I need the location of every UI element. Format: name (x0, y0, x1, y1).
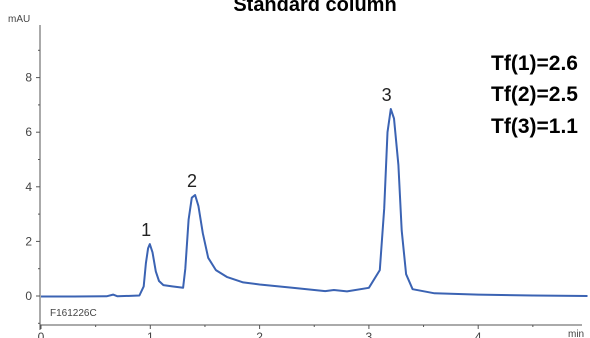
chromatogram-trace (41, 108, 588, 298)
y-axis-label: mAU (8, 14, 30, 25)
y-ticks: 0 2 4 6 8 (25, 49, 40, 324)
tailing-factor-2: Tf(2)=2.5 (491, 83, 578, 106)
y-tick-label: 6 (25, 125, 32, 139)
sample-id: F161226C (50, 308, 97, 319)
tailing-factor-panel: Tf(1)=2.6 Tf(2)=2.5 Tf(3)=1.1 (491, 52, 578, 138)
peak-labels: 1 2 3 (141, 85, 391, 240)
tailing-factor-3: Tf(3)=1.1 (491, 115, 578, 138)
x-tick-label: 2 (256, 330, 263, 338)
y-tick-label: 2 (25, 234, 32, 248)
x-tick-label: 1 (147, 330, 154, 338)
tailing-factor-1: Tf(1)=2.6 (491, 52, 578, 75)
x-ticks: 0 1 2 3 4 (38, 325, 534, 338)
peak-label: 3 (382, 85, 392, 105)
y-tick-label: 0 (25, 289, 32, 303)
peak-label: 1 (141, 220, 151, 240)
x-axis-label: min (568, 329, 584, 338)
x-tick-label: 0 (38, 330, 45, 338)
y-tick-label: 4 (25, 180, 32, 194)
peak-label: 2 (187, 171, 197, 191)
x-tick-label: 3 (366, 330, 373, 338)
x-tick-label: 4 (475, 330, 482, 338)
y-tick-label: 8 (25, 71, 32, 85)
chart-title: Standard column (233, 0, 396, 16)
